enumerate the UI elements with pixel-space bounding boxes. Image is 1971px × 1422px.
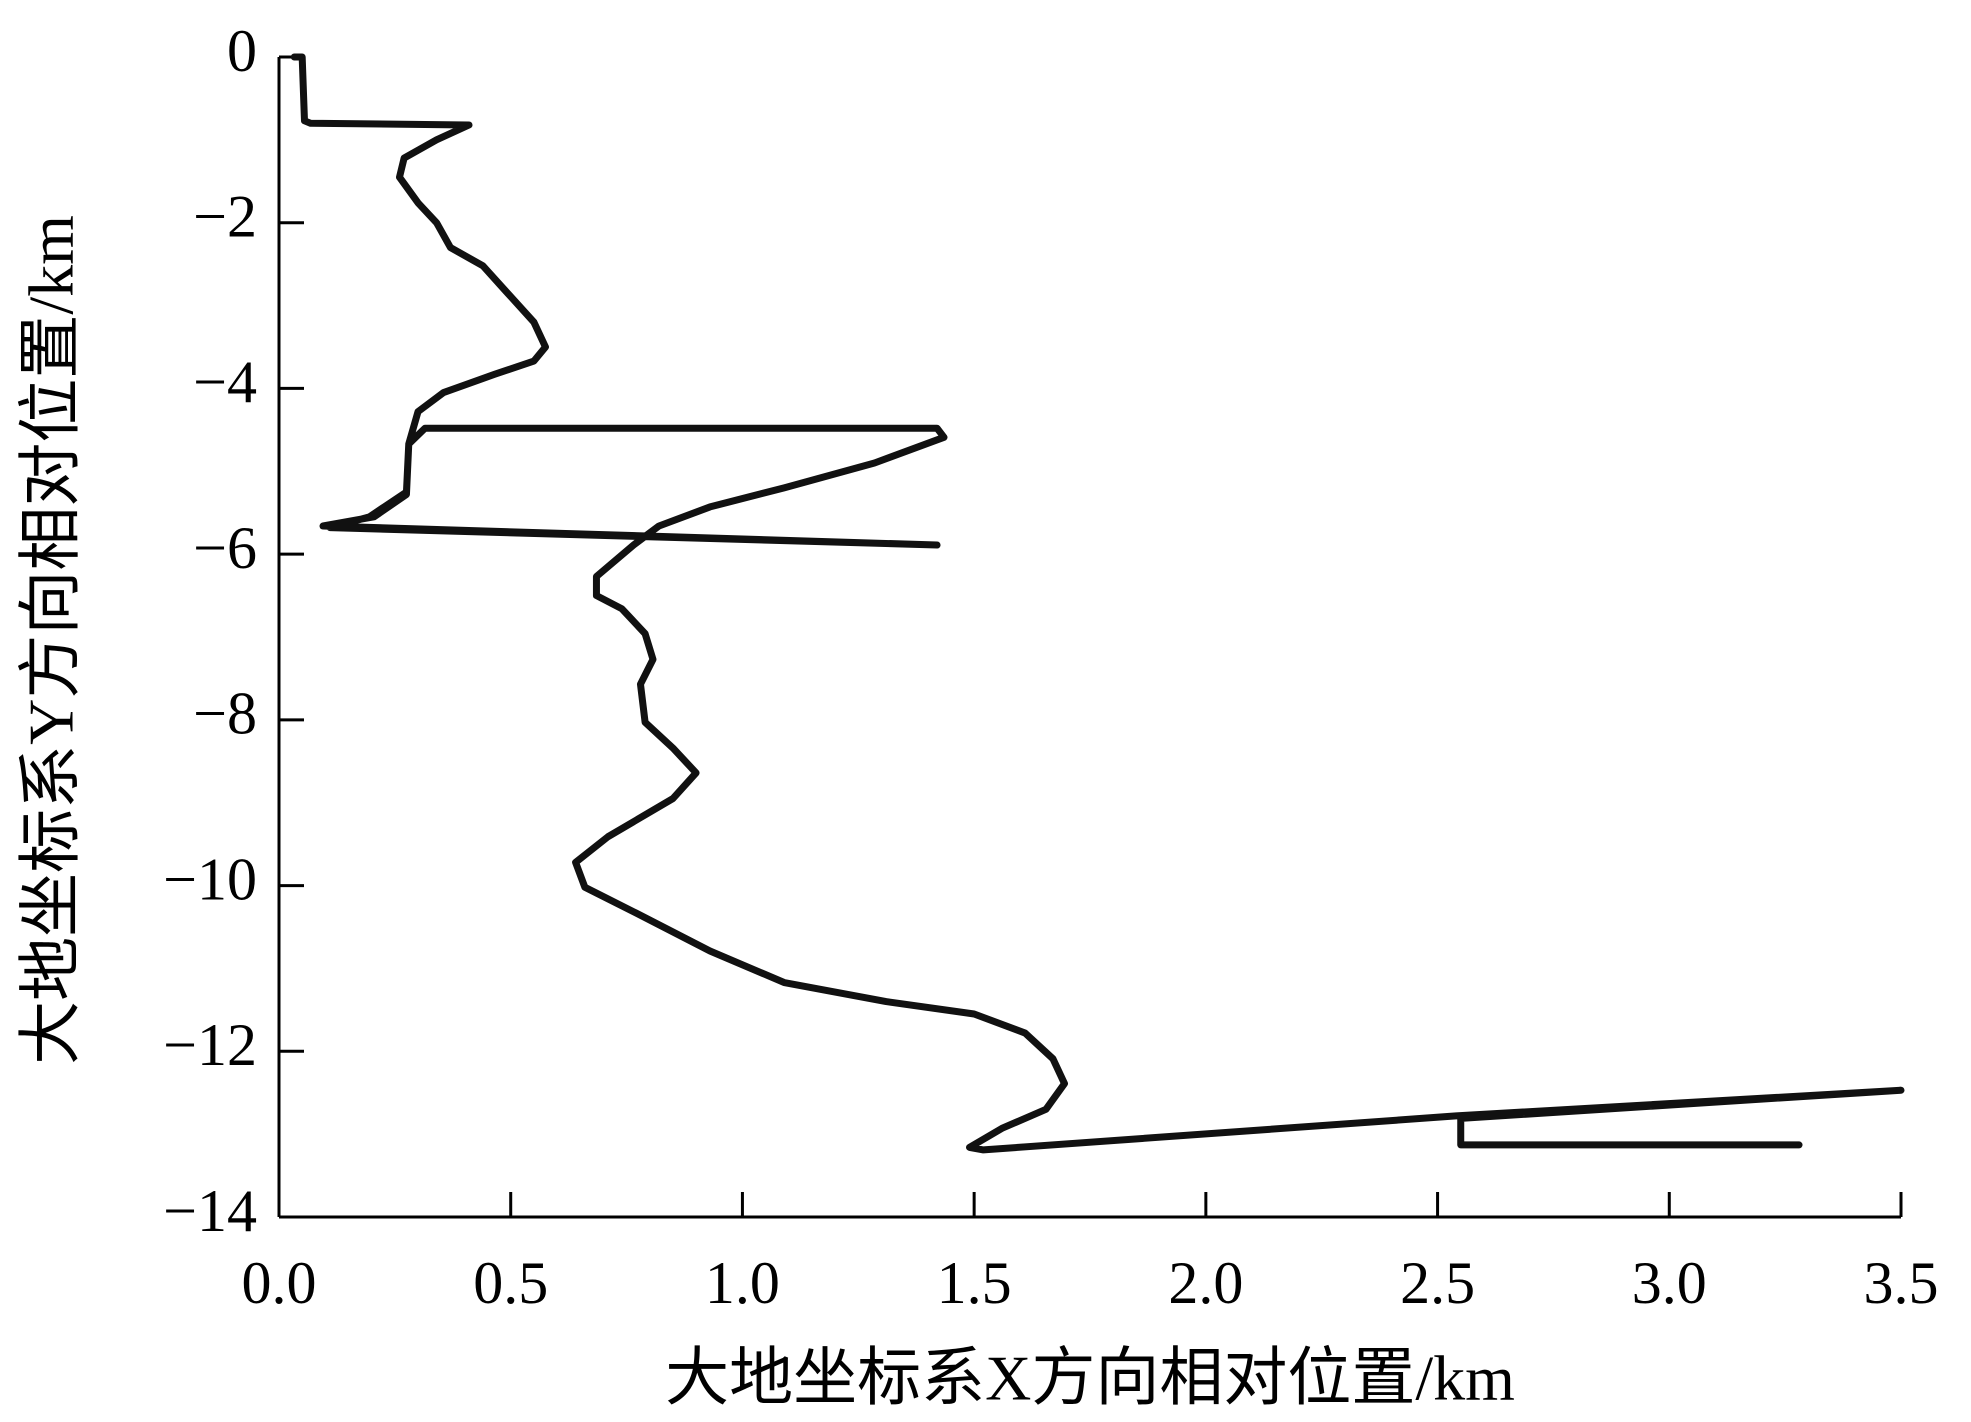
x-tick-label: 0.0	[242, 1250, 317, 1316]
x-tick-label: 1.5	[937, 1250, 1012, 1316]
x-tick-label: 1.0	[705, 1250, 780, 1316]
y-axis-title: 大地坐标系Y方向相对位置/km	[16, 215, 87, 1065]
x-tick-label: 2.5	[1400, 1250, 1475, 1316]
y-tick-label: −6	[193, 515, 257, 581]
x-axis-title: 大地坐标系X方向相对位置/km	[665, 1343, 1515, 1414]
y-tick-label: −14	[163, 1178, 257, 1244]
y-tick-label: −12	[163, 1012, 257, 1078]
x-tick-label: 3.5	[1864, 1250, 1939, 1316]
y-tick-label: −8	[193, 681, 257, 747]
y-tick-label: −2	[193, 183, 257, 249]
y-tick-label: 0	[227, 18, 257, 84]
x-tick-label: 2.0	[1168, 1250, 1243, 1316]
x-tick-label: 3.0	[1632, 1250, 1707, 1316]
y-tick-label: −10	[163, 846, 257, 912]
trajectory-line	[290, 53, 1905, 1154]
y-tick-label: −4	[193, 349, 257, 415]
x-tick-label: 0.5	[473, 1250, 548, 1316]
